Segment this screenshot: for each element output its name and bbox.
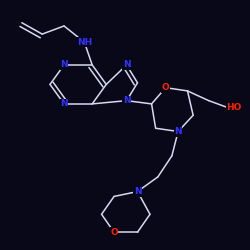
Text: NH: NH [77, 38, 92, 47]
Text: O: O [110, 228, 118, 237]
Text: HO: HO [226, 103, 242, 112]
Text: N: N [60, 60, 68, 70]
Text: O: O [162, 83, 170, 92]
Text: N: N [60, 100, 68, 108]
Text: N: N [123, 60, 130, 70]
Text: N: N [123, 96, 130, 105]
Text: N: N [134, 187, 141, 196]
Text: N: N [174, 127, 182, 136]
